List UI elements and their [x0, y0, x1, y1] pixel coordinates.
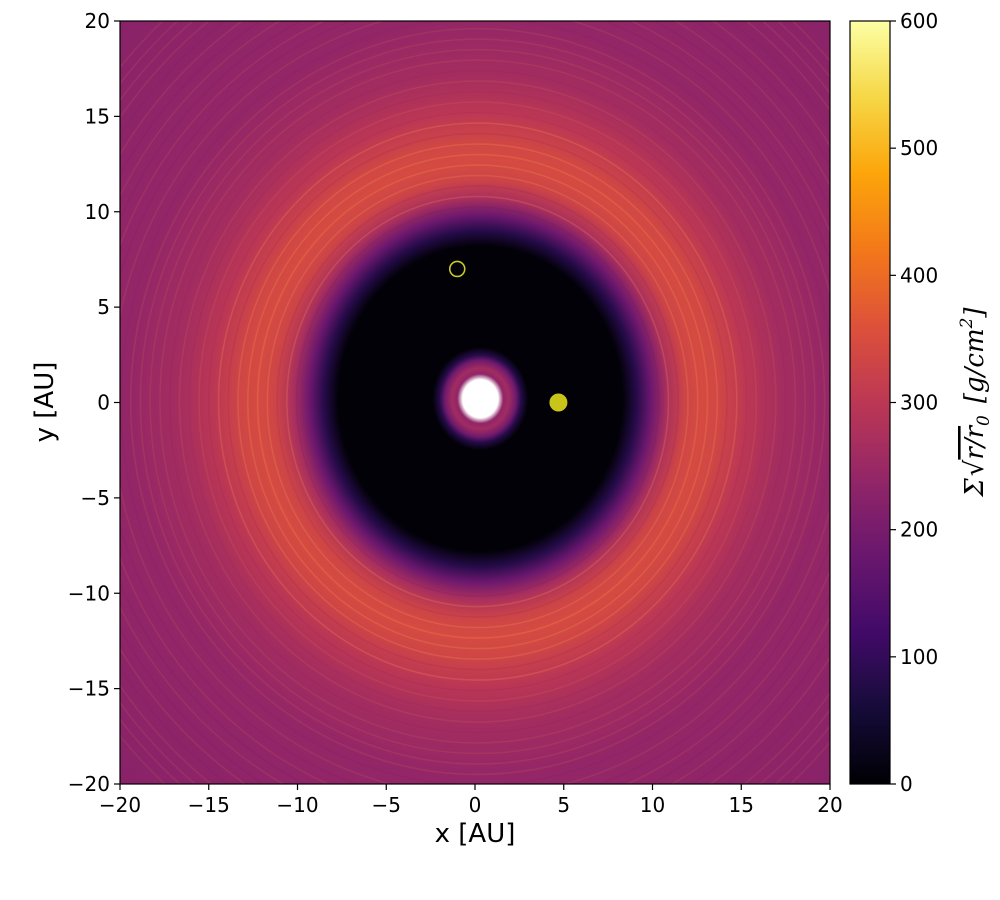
- heatmap-background: [120, 21, 830, 784]
- x-tick-label: 10: [640, 793, 665, 817]
- density-ring: [198, 101, 758, 702]
- density-ring: [217, 122, 738, 681]
- density-ring: [227, 132, 728, 671]
- y-tick-label: −15: [68, 677, 110, 701]
- density-ring: [207, 111, 748, 692]
- planet-markers: [448, 260, 568, 412]
- x-tick-label: −20: [99, 793, 141, 817]
- colorbar-tick-label: 500: [900, 136, 938, 160]
- colorbar-title-sigma: Σ: [960, 478, 990, 498]
- colorbar-tick-label: 0: [900, 772, 913, 796]
- y-tick-label: −20: [68, 772, 110, 796]
- colorbar-tick-label: 400: [900, 263, 938, 287]
- y-tick-label: 10: [85, 200, 110, 224]
- y-tick-label: 0: [97, 391, 110, 415]
- x-tick-label: 5: [557, 793, 570, 817]
- colorbar-title-sub: 0: [974, 415, 994, 426]
- colorbar-title-radical: √: [960, 459, 990, 476]
- colorbar-tick-label: 100: [900, 645, 938, 669]
- density-ring: [159, 59, 797, 744]
- y-tick-label: 5: [97, 295, 110, 319]
- y-tick-label: 15: [85, 104, 110, 128]
- density-ring: [295, 206, 660, 597]
- density-rings: [120, 21, 830, 784]
- density-ring: [120, 21, 830, 784]
- colorbar-title-radicand: r/r: [960, 424, 990, 459]
- colorbar-title-units: [g/cm: [960, 328, 990, 403]
- density-ring: [276, 185, 680, 618]
- svg-text:Σ√r/r0[g/cm2]: Σ √r/r0 [g/cm2]: [957, 307, 994, 498]
- planet-marker-filled: [549, 393, 568, 412]
- density-ring: [237, 143, 719, 660]
- x-tick-label: 0: [469, 793, 482, 817]
- density-ring: [256, 164, 699, 639]
- colorbar-tick-label: 200: [900, 518, 938, 542]
- colorbar-title-close: ]: [960, 307, 990, 319]
- x-tick-label: −15: [188, 793, 230, 817]
- density-ring: [266, 174, 689, 629]
- planet-marker-open: [448, 260, 466, 278]
- density-ring: [247, 153, 709, 650]
- x-axis-title: x [AU]: [435, 819, 516, 849]
- y-tick-label: −10: [68, 581, 110, 605]
- x-axis: −20 −15 −10 −5 0 5 10 15 20: [99, 784, 843, 817]
- colorbar-tick-label: 600: [900, 9, 938, 33]
- x-tick-label: −5: [372, 793, 401, 817]
- density-ring: [178, 80, 777, 723]
- density-ring: [149, 48, 806, 755]
- density-ring: [129, 27, 826, 776]
- x-tick-label: −10: [276, 793, 318, 817]
- colorbar-tick-label: 300: [900, 391, 938, 415]
- y-axis: −20 −15 −10 −5 0 5 10 15 20: [68, 9, 120, 796]
- colorbar-ticks: 0 100 200 300 400 500 600: [890, 9, 938, 796]
- density-ring: [188, 90, 767, 713]
- x-tick-label: 20: [817, 793, 842, 817]
- density-ring: [139, 38, 816, 765]
- colorbar-title: Σ √r/r0 [g/cm2]: [957, 307, 994, 498]
- y-axis-title: y [AU]: [30, 362, 60, 443]
- colorbar-fill: [850, 21, 890, 784]
- density-ring: [168, 69, 787, 734]
- y-tick-label: −5: [81, 486, 110, 510]
- colorbar-title-sup: 2: [957, 318, 977, 330]
- heatmap-image: [120, 21, 830, 784]
- y-tick-label: 20: [85, 9, 110, 33]
- x-tick-label: 15: [729, 793, 754, 817]
- density-ring: [286, 195, 670, 608]
